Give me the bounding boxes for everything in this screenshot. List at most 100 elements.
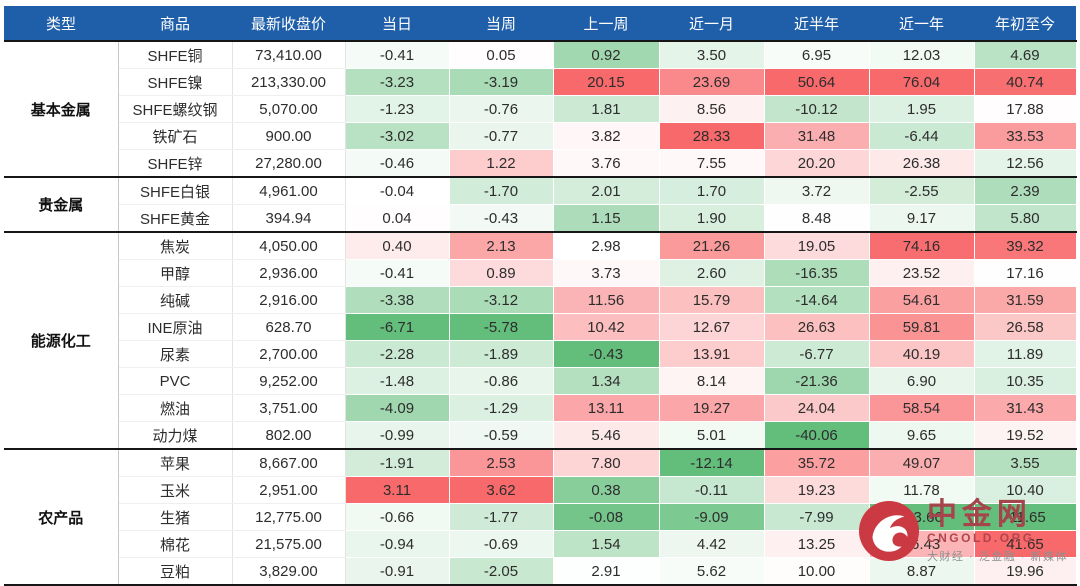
pct-cell-ytd: 3.55	[974, 448, 1077, 477]
column-header-close: 最新收盘价	[232, 6, 345, 41]
cngold-watermark: 中金网 CNGOLD.ORG 大财经 · 泛金融 · 新媒体	[858, 498, 1068, 565]
pct-cell-half-year: 31.48	[764, 122, 870, 150]
pct-cell-year: 23.52	[869, 259, 975, 287]
pct-cell-year: -6.44	[869, 122, 975, 150]
pct-cell-year: 26.38	[869, 149, 975, 178]
pct-cell-prev-week: 3.76	[553, 149, 660, 178]
pct-cell-half-year: 3.72	[764, 176, 870, 205]
close-price: 2,951.00	[232, 476, 346, 504]
pct-cell-month: 19.27	[659, 394, 765, 422]
pct-cell-day: -4.09	[345, 394, 450, 422]
pct-cell-half-year: 13.25	[764, 530, 870, 558]
category-cell: 农产品	[4, 448, 119, 585]
table-row: SHFE镍 213,330.00 -3.23 -3.19 20.15 23.69 50.64…	[4, 68, 1077, 96]
commodity-name: SHFE镍	[118, 68, 233, 96]
column-header-year: 近一年	[869, 6, 974, 41]
table-row: 基本金属 SHFE铜 73,410.00 -0.41 0.05 0.92 3.50 6.95 1…	[4, 40, 1077, 177]
pct-cell-ytd: 26.58	[974, 313, 1077, 341]
pct-cell-year: 1.95	[869, 95, 975, 123]
pct-cell-half-year: 8.48	[764, 204, 870, 233]
table-row: 玉米 2,951.00 3.11 3.62 0.38 -0.11 19.23 11.78 10.…	[4, 476, 1077, 504]
table-row: 能源化工 焦炭 4,050.00 0.40 2.13 2.98 21.26 19.05 74.1…	[4, 231, 1077, 449]
pct-cell-prev-week: 5.46	[553, 421, 660, 450]
pct-cell-half-year: 6.95	[764, 40, 870, 69]
pct-cell-half-year: 26.63	[764, 313, 870, 341]
pct-cell-ytd: 17.16	[974, 259, 1077, 287]
pct-cell-month: 21.26	[659, 231, 765, 260]
pct-cell-year: 11.78	[869, 476, 975, 504]
pct-cell-day: -0.91	[345, 557, 450, 586]
watermark-text-block: 中金网 CNGOLD.ORG 大财经 · 泛金融 · 新媒体	[927, 498, 1068, 565]
pct-cell-week: 3.62	[449, 476, 554, 504]
pct-cell-month: 3.50	[659, 40, 765, 69]
pct-cell-week: 0.89	[449, 259, 554, 287]
pct-cell-half-year: 50.64	[764, 68, 870, 96]
pct-cell-half-year: -40.06	[764, 421, 870, 450]
pct-cell-week: -3.19	[449, 68, 554, 96]
pct-cell-ytd: -11.65	[974, 503, 1077, 531]
pct-cell-month: 8.14	[659, 367, 765, 395]
table-row: SHFE螺纹钢 5,070.00 -1.23 -0.76 1.81 8.56 -10.12 1…	[4, 95, 1077, 123]
column-header-half-year: 近半年	[764, 6, 869, 41]
column-header-ytd: 年初至今	[974, 6, 1076, 41]
table-row: 尿素 2,700.00 -2.28 -1.89 -0.43 13.91 -6.77 40.19…	[4, 340, 1077, 368]
pct-cell-day: -0.41	[345, 259, 450, 287]
close-price: 73,410.00	[232, 40, 346, 69]
close-price: 628.70	[232, 313, 346, 341]
pct-cell-year: 49.07	[869, 448, 975, 477]
pct-cell-month: 1.70	[659, 176, 765, 205]
pct-cell-day: -0.04	[345, 176, 450, 205]
close-price: 394.94	[232, 204, 346, 233]
category-cell: 能源化工	[4, 231, 119, 449]
commodity-name: 纯碱	[118, 286, 233, 314]
pct-cell-year: 74.16	[869, 231, 975, 260]
commodity-name: SHFE锌	[118, 149, 233, 178]
pct-cell-week: -0.69	[449, 530, 554, 558]
pct-cell-week: 0.05	[449, 40, 554, 69]
pct-cell-prev-week: 11.56	[553, 286, 660, 314]
pct-cell-month: 7.55	[659, 149, 765, 178]
pct-cell-day: -0.46	[345, 149, 450, 178]
commodity-name: 玉米	[118, 476, 233, 504]
pct-cell-year: 6.90	[869, 367, 975, 395]
pct-cell-day: -0.41	[345, 40, 450, 69]
pct-cell-ytd: 2.39	[974, 176, 1077, 205]
table-row: 纯碱 2,916.00 -3.38 -3.12 11.56 15.79 -14.64 54.6…	[4, 286, 1077, 314]
pct-cell-ytd: 39.32	[974, 231, 1077, 260]
pct-cell-week: -0.43	[449, 204, 554, 233]
table-row: 动力煤 802.00 -0.99 -0.59 5.46 5.01 -40.06 9.65 19.…	[4, 421, 1077, 450]
pct-cell-week: -0.86	[449, 367, 554, 395]
pct-cell-month: 4.42	[659, 530, 765, 558]
pct-cell-prev-week: 2.01	[553, 176, 660, 205]
commodity-name: SHFE铜	[118, 40, 233, 69]
pct-cell-week: -5.78	[449, 313, 554, 341]
pct-cell-day: -3.38	[345, 286, 450, 314]
pct-cell-month: 13.91	[659, 340, 765, 368]
table-row: INE原油 628.70 -6.71 -5.78 10.42 12.67 26.63 59.8…	[4, 313, 1077, 341]
pct-cell-year: 9.17	[869, 204, 975, 233]
pct-cell-year: 9.65	[869, 421, 975, 450]
pct-cell-half-year: 35.72	[764, 448, 870, 477]
pct-cell-ytd: 31.43	[974, 394, 1077, 422]
commodity-name: 甲醇	[118, 259, 233, 287]
commodity-name: PVC	[118, 367, 233, 395]
close-price: 3,829.00	[232, 557, 346, 586]
table-row: SHFE锌 27,280.00 -0.46 1.22 3.76 7.55 20.20 26.3…	[4, 149, 1077, 178]
close-price: 2,936.00	[232, 259, 346, 287]
close-price: 2,700.00	[232, 340, 346, 368]
header-row: 类型 商品 最新收盘价 当日 当周 上一周 近一月 近半年 近一年 年初至今	[4, 6, 1076, 41]
table-row: SHFE黄金 394.94 0.04 -0.43 1.15 1.90 8.48 9.17 5.8…	[4, 204, 1077, 233]
column-header-prev-week: 上一周	[553, 6, 659, 41]
commodity-name: SHFE黄金	[118, 204, 233, 233]
pct-cell-week: 2.13	[449, 231, 554, 260]
column-header-day: 当日	[345, 6, 449, 41]
pct-cell-ytd: 11.89	[974, 340, 1077, 368]
close-price: 21,575.00	[232, 530, 346, 558]
pct-cell-half-year: 10.00	[764, 557, 870, 586]
pct-cell-month: -0.11	[659, 476, 765, 504]
pct-cell-day: -0.94	[345, 530, 450, 558]
pct-cell-prev-week: 1.81	[553, 95, 660, 123]
commodity-weekly-table-page: 类型 商品 最新收盘价 当日 当周 上一周 近一月 近半年 近一年 年初至今 基本金属 SHFE铜 7…	[4, 6, 1077, 586]
pct-cell-week: 2.53	[449, 448, 554, 477]
table-row: 贵金属 SHFE白银 4,961.00 -0.04 -1.70 2.01 1.70 3.72-…	[4, 176, 1077, 232]
